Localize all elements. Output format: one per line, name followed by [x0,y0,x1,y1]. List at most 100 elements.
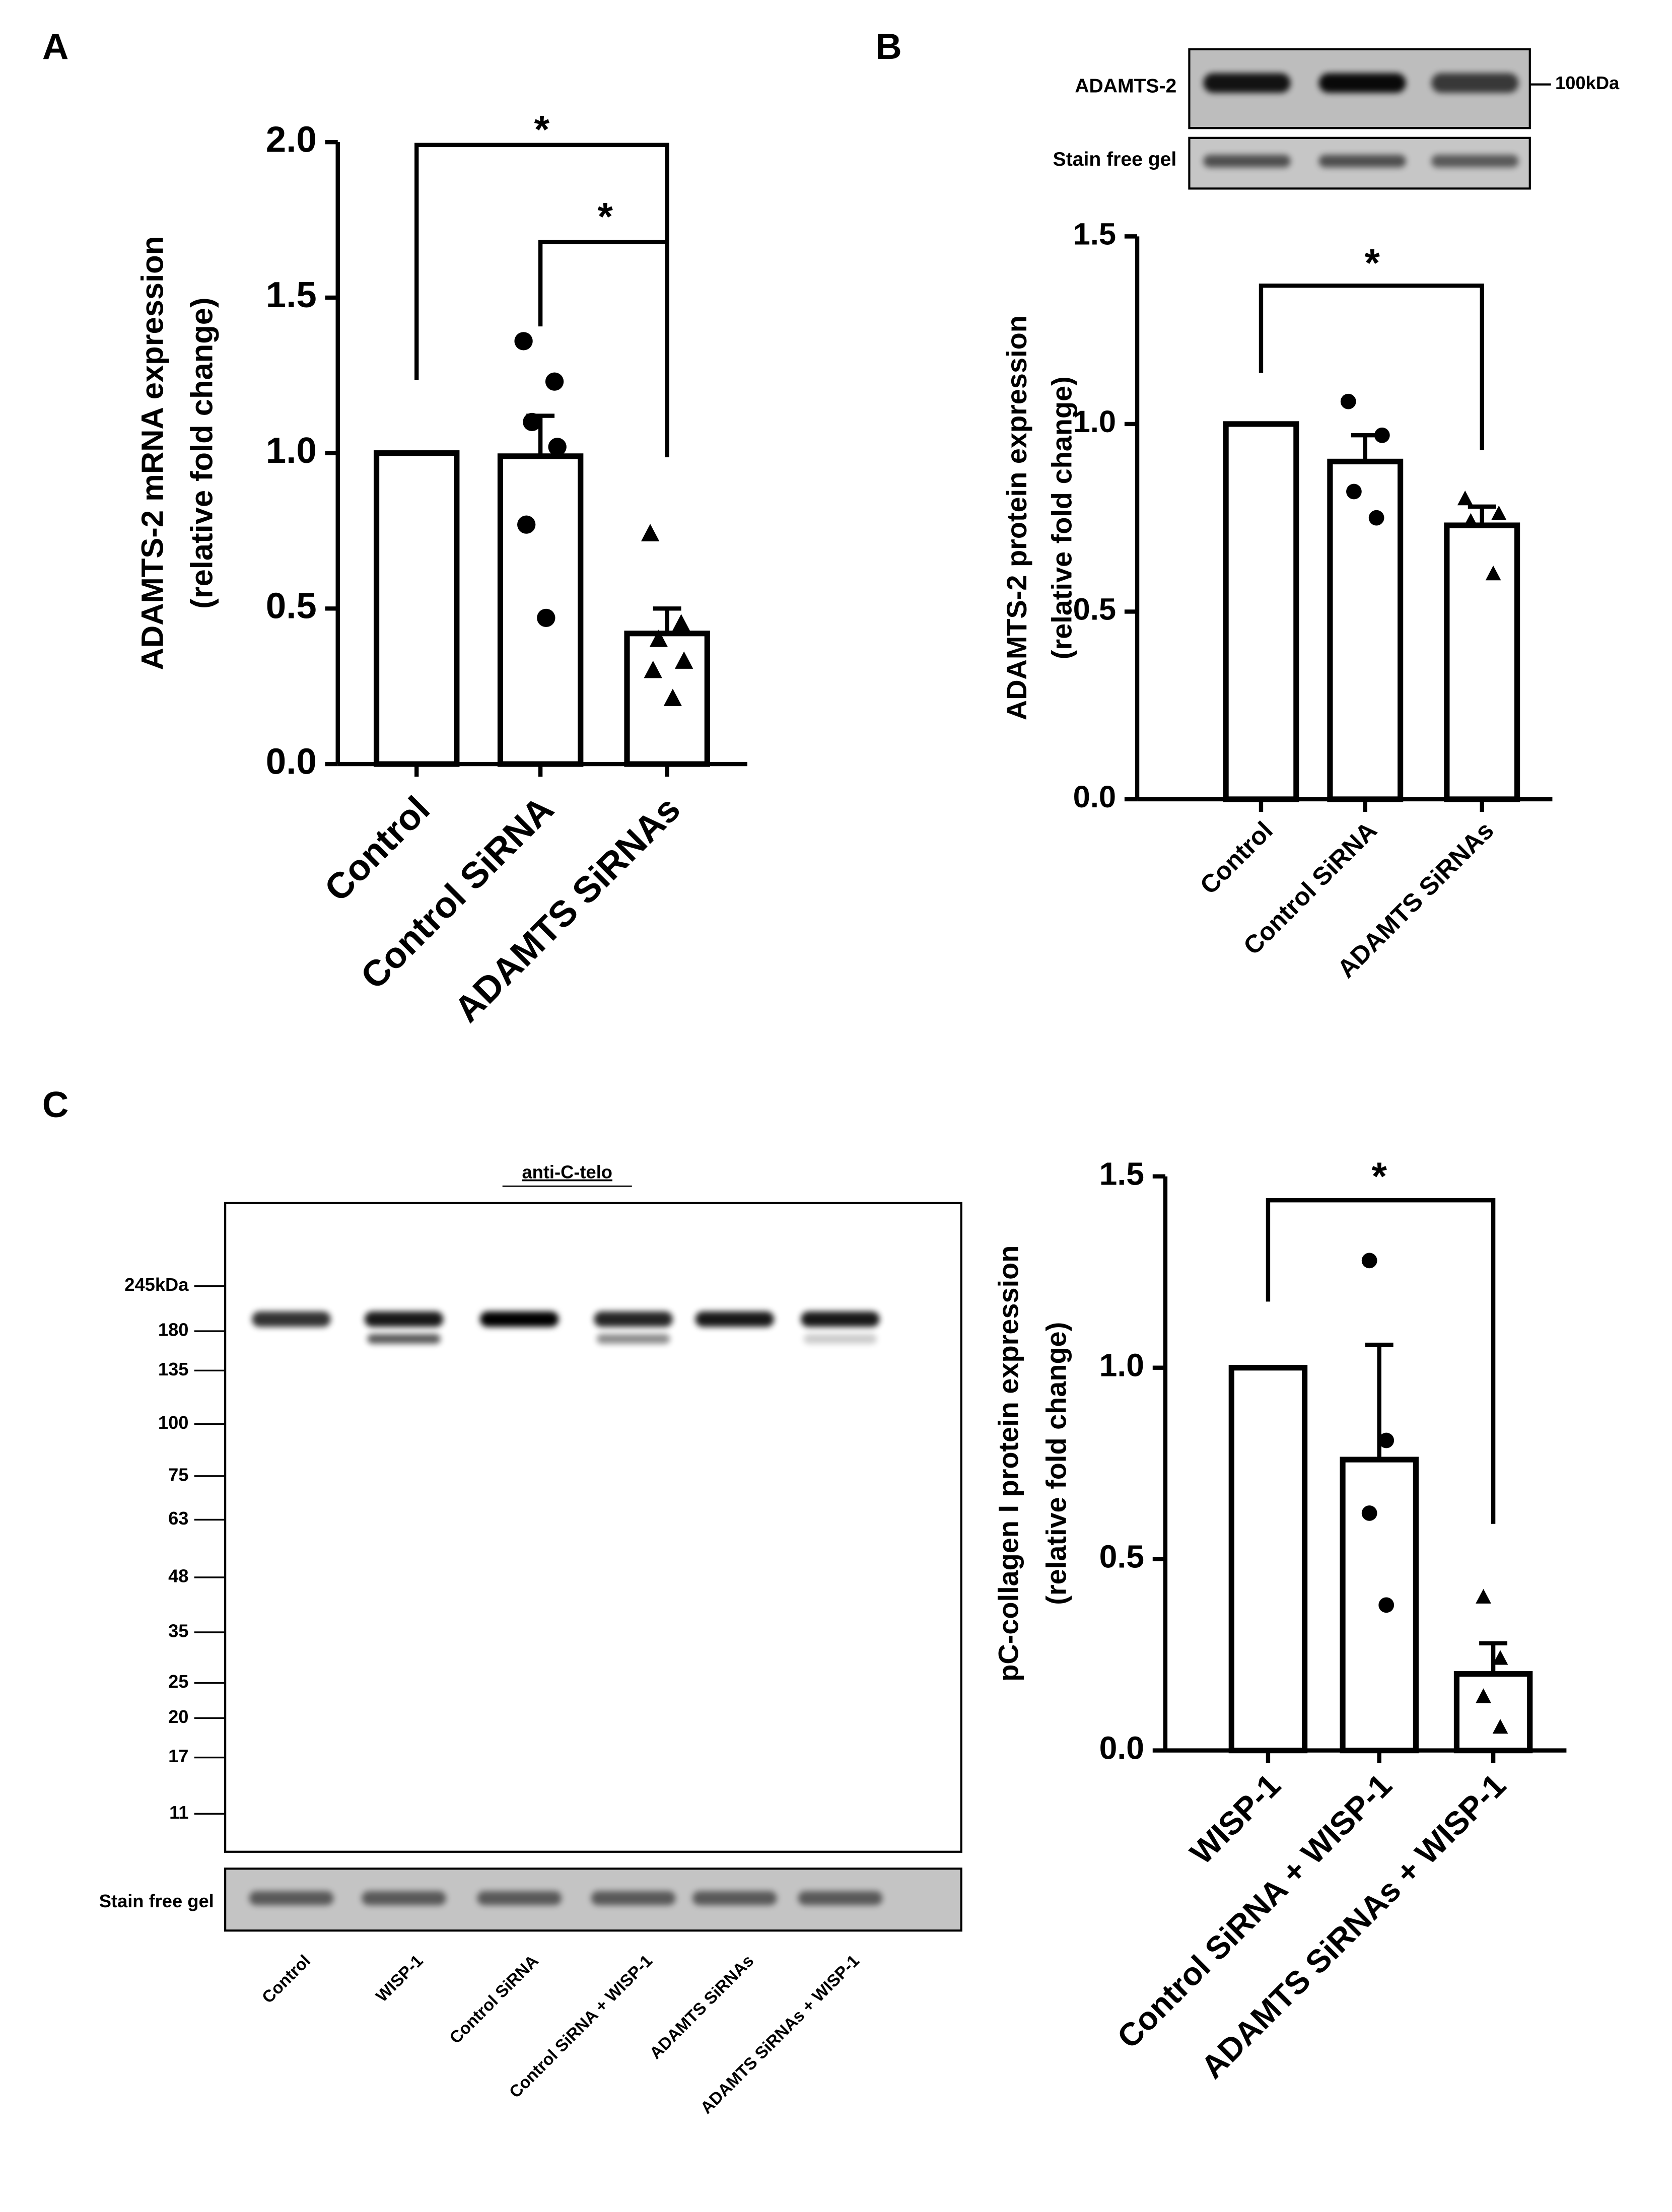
data-point [545,372,564,391]
blot-band [1318,73,1406,93]
blot-band [1431,73,1519,93]
significance-bracket [1266,1198,1496,1524]
bar [1444,522,1520,802]
blot-band [594,1311,673,1327]
marker-label: 100 [158,1412,189,1433]
y-axis-label: (relative fold change) [1046,376,1077,659]
panel-letter: A [42,26,68,67]
y-tick-label: 0.5 [266,586,317,627]
data-point [1340,393,1356,409]
data-point [672,614,690,632]
data-point [641,524,660,541]
marker-label: 245kDa [124,1274,189,1295]
lane-label: WISP-1 [373,1952,427,2006]
y-tick-label: 2.0 [266,119,317,160]
y-axis-label: (relative fold change) [1040,1322,1072,1605]
y-tick-label: 0.0 [1099,1730,1144,1766]
blot-band [692,1891,777,1905]
y-axis-label: ADAMTS-2 protein expression [1001,315,1032,720]
blot-row-label: Stain free gel [99,1891,214,1911]
error-bar [1468,504,1496,526]
significance-star: * [534,107,550,151]
marker-label: 180 [158,1320,189,1340]
blot-band [1318,155,1406,168]
significance-star: * [1371,1154,1387,1198]
bar [1453,1671,1533,1754]
data-point [1476,1588,1491,1604]
significance-star: * [597,194,613,239]
data-point [1485,566,1501,581]
blot-band [249,1891,334,1905]
y-tick-label: 1.0 [266,430,317,471]
error-bar [1351,433,1379,462]
marker-label: 11 [169,1802,188,1823]
bar [1228,1365,1308,1754]
data-point [1492,1719,1508,1734]
blot-row-label: Stain free gel [1053,149,1177,170]
marker-label: 25 [168,1671,188,1692]
significance-star: * [1365,241,1380,285]
y-axis-label: pC-collagen I protein expression [992,1246,1024,1682]
blot-band [801,1311,880,1327]
y-axis-label: (relative fold change) [184,298,219,609]
data-point [649,630,668,647]
y-tick-label: 0.5 [1099,1539,1144,1575]
data-point [1361,1253,1377,1269]
data-point [537,608,555,628]
data-point [1476,1688,1491,1703]
data-point [517,515,536,534]
data-point [514,332,533,351]
blot-band [252,1311,331,1327]
marker-label: 17 [168,1746,188,1766]
data-point [1378,1597,1395,1613]
y-tick-label: 1.5 [266,274,317,315]
blot-band [479,1311,559,1327]
y-tick-label: 1.0 [1073,404,1116,439]
bar [1223,421,1299,802]
x-tick-label: ADAMTS SiRNAs [447,789,688,1030]
data-point [1463,513,1479,528]
bar [497,453,584,767]
y-tick-label: 0.0 [266,741,317,782]
data-point [1378,1432,1395,1448]
marker-label: 20 [168,1706,188,1727]
marker-label: 100kDa [1555,73,1620,93]
blot-band [591,1891,676,1905]
blot-band [477,1891,562,1905]
panel-letter: C [42,1084,68,1125]
y-tick-label: 0.0 [1073,780,1116,814]
data-point [1346,483,1362,500]
lane-label: Control [259,1952,314,2007]
y-tick-label: 1.5 [1073,217,1116,252]
error-bar [653,606,681,634]
data-point [663,688,682,706]
y-tick-label: 0.5 [1073,592,1116,627]
data-point [1368,510,1384,526]
blot-band [798,1891,883,1905]
y-tick-label: 1.0 [1099,1347,1144,1384]
x-tick-label: Control [1194,816,1278,900]
data-point [1374,427,1390,443]
panel-letter: B [875,26,901,67]
bar [624,631,710,767]
y-tick-label: 1.5 [1099,1156,1144,1192]
data-point [1491,505,1507,520]
blot-band [803,1334,877,1344]
significance-bracket [1259,283,1484,451]
blot-title: anti-C-telo [522,1162,612,1183]
blot-frame [224,1202,962,1853]
data-point [1492,1650,1508,1665]
blot-band [596,1334,670,1344]
marker-label: 48 [168,1566,188,1586]
blot-band [1203,155,1291,168]
marker-label: 135 [158,1359,189,1379]
data-point [548,438,567,456]
marker-label: 75 [168,1464,188,1485]
x-tick-label: Control [317,789,438,910]
lane-label: ADAMTS SiRNAs [646,1952,757,2063]
blot-band [1203,73,1291,93]
lane-label: Control SiRNA [446,1952,542,2048]
data-point [523,412,541,432]
